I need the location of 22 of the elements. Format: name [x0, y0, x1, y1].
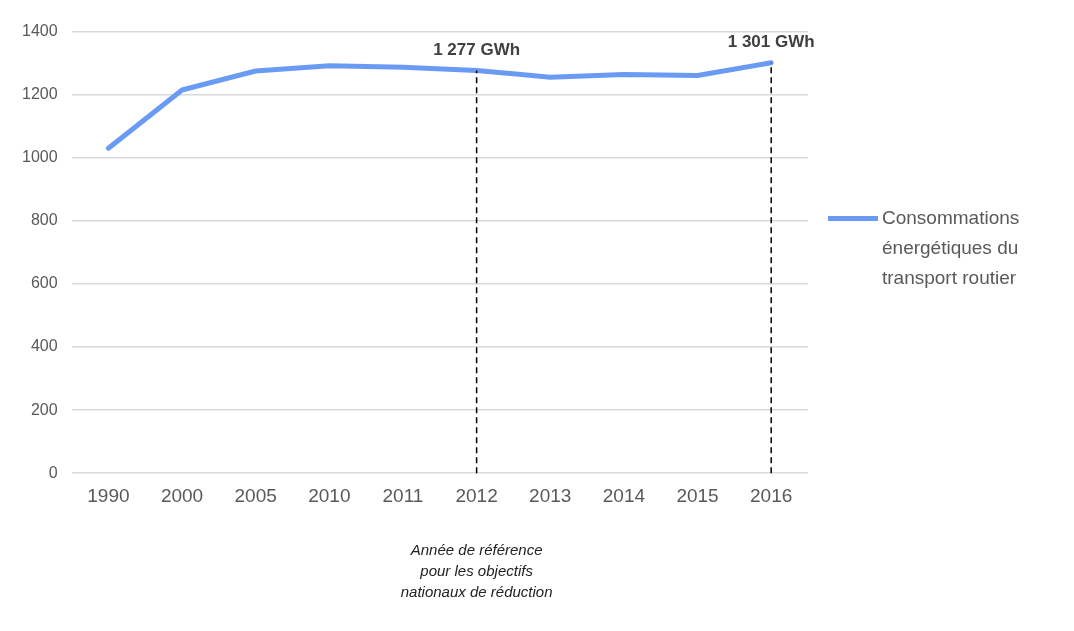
y-tick-label: 200 [30, 400, 58, 418]
x-tick-label: 2010 [308, 484, 351, 506]
y-tick-label: 800 [30, 211, 58, 229]
y-tick-label: 0 [48, 463, 58, 481]
x-tick-label: 2016 [750, 484, 793, 506]
y-tick-label: 600 [30, 274, 58, 292]
x-tick-label: 1990 [87, 484, 130, 506]
x-tick-label: 2005 [234, 484, 277, 506]
y-tick-label: 1000 [22, 148, 58, 166]
x-tick-label: 2015 [676, 484, 719, 506]
y-tick-label: 1400 [22, 22, 58, 40]
text: Année de référence pour les objectifs nationaux de réduction [400, 540, 553, 600]
y-tick-label: 400 [30, 337, 58, 355]
x-tick-label: 2014 [602, 484, 646, 506]
x-tick-label: 2012 [455, 484, 498, 506]
x-tick-label: 2013 [529, 484, 572, 506]
x-tick-label: 2011 [382, 484, 424, 506]
y-tick-label: 1200 [22, 85, 58, 103]
x-tick-label: 2000 [160, 484, 204, 506]
legend-label: Consommations énergétiques du transport routier [882, 206, 1021, 290]
annotation: 1 277 GWh [433, 39, 521, 59]
annotation: 1 301 GWh [727, 32, 815, 52]
